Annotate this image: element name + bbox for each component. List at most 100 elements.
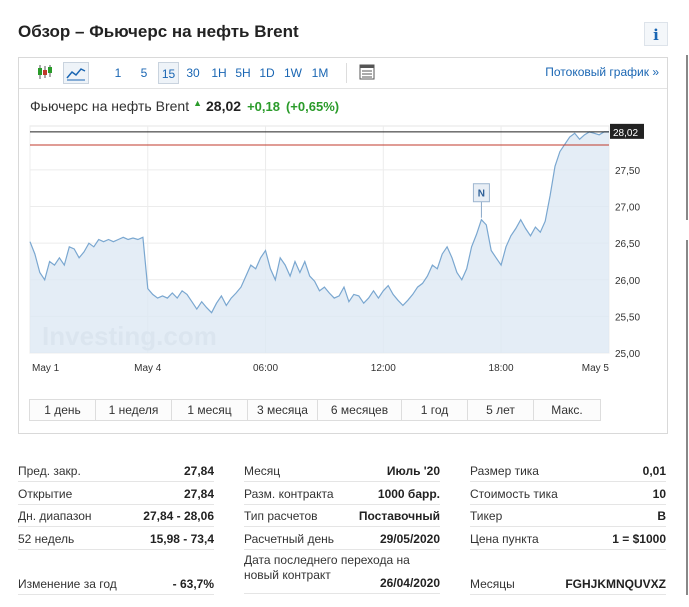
stats-value: 15,98 - 73,4 xyxy=(149,531,214,546)
stats-row: Месяц Июль '20 xyxy=(244,460,440,482)
stats-row: Разм. контракта 1000 барр. xyxy=(244,483,440,505)
stats-label: Месяц xyxy=(244,464,281,478)
stats-row: 52 недель 15,98 - 73,4 xyxy=(18,528,214,550)
y-tick-label: 26,00 xyxy=(615,276,640,287)
last-price: 28,02 xyxy=(206,98,242,114)
range-button-5[interactable]: 1 год xyxy=(402,400,468,420)
x-tick-label: 18:00 xyxy=(489,363,514,374)
stats-row: Дата последнего перехода на новый контра… xyxy=(244,550,440,594)
range-button-0[interactable]: 1 день xyxy=(30,400,96,420)
stats-label: Открытие xyxy=(18,486,73,501)
range-button-7[interactable]: Макс. xyxy=(534,400,600,420)
stats-row: Расчетный день 29/05/2020 xyxy=(244,528,440,550)
page-title: Обзор – Фьючерс на нефть Brent xyxy=(18,22,299,41)
stats-value: - 63,7% xyxy=(172,576,214,591)
timeframe-15[interactable]: 15 xyxy=(158,62,179,84)
toolbar-separator xyxy=(346,63,347,83)
stats-value: FGHJKMNQUVXZ xyxy=(565,576,666,591)
range-button-6[interactable]: 5 лет xyxy=(468,400,534,420)
stats-row: Открытие 27,84 xyxy=(18,483,214,505)
y-tick-label: 27,00 xyxy=(615,203,640,214)
stats-row xyxy=(18,550,214,572)
range-selector: 1 день 1 неделя 1 месяц 3 месяца 6 месяцев 1 … xyxy=(29,399,601,421)
y-tick-label: 26,50 xyxy=(615,239,640,250)
news-marker-label[interactable]: N xyxy=(478,189,485,200)
timeframe-5[interactable]: 5 xyxy=(140,66,148,80)
x-tick-label: May 4 xyxy=(134,363,162,374)
timeframe-1[interactable]: 1 xyxy=(114,66,122,80)
stats-label: Изменение за год xyxy=(18,576,117,591)
y-tick-label: 25,50 xyxy=(615,312,640,323)
stats-label: Месяцы xyxy=(470,576,515,591)
timeframe-1h[interactable]: 1H xyxy=(211,66,227,80)
stats-label: 52 недель xyxy=(18,531,75,546)
quote-line: Фьючерс на нефть Brent ▲ 28,02 +0,18 (+0,65%… xyxy=(30,98,339,114)
stats-row: Дн. диапазон 27,84 - 28,06 xyxy=(18,505,214,527)
stats-row: Месяцы FGHJKMNQUVXZ xyxy=(470,573,666,595)
streaming-chart-link[interactable]: Потоковый график » xyxy=(545,65,659,79)
page-scrollbar-edge xyxy=(686,55,688,220)
current-price-label: 28,02 xyxy=(613,128,638,139)
y-tick-label: 27,50 xyxy=(615,166,640,177)
stats-row: Размер тика 0,01 xyxy=(470,460,666,482)
stats-row: Цена пункта 1 = $1000 xyxy=(470,528,666,550)
chart-panel: 1 5 15 30 1H 5H 1D 1W 1M Потоковый график » Фьюч… xyxy=(18,57,668,434)
range-button-2[interactable]: 1 месяц xyxy=(172,400,248,420)
candlestick-chart-icon[interactable] xyxy=(34,62,58,84)
range-button-4[interactable]: 6 месяцев xyxy=(318,400,402,420)
price-change: +0,18 xyxy=(247,99,280,114)
stats-value: Поставочный xyxy=(358,509,440,523)
stats-row xyxy=(470,550,666,572)
stats-value: 27,84 xyxy=(183,486,214,501)
x-tick-label: 12:00 xyxy=(371,363,396,374)
price-area-fill xyxy=(30,131,609,353)
stats-value: 0,01 xyxy=(642,464,666,478)
stats-label: Пред. закр. xyxy=(18,464,81,478)
price-chart[interactable]: 25,00 25,50 26,00 26,50 27,00 27,50 May 1 May 4… xyxy=(19,118,667,388)
stats-value: 29/05/2020 xyxy=(379,531,440,546)
timeframe-1m[interactable]: 1M xyxy=(311,66,329,80)
stats-value: 26/04/2020 xyxy=(379,576,440,590)
stats-value: 1000 барр. xyxy=(377,486,440,501)
info-button[interactable]: i xyxy=(644,22,668,46)
y-tick-label: 25,00 xyxy=(615,349,640,360)
instrument-name: Фьючерс на нефть Brent xyxy=(30,98,190,114)
stats-row: Пред. закр. 27,84 xyxy=(18,460,214,482)
current-price-tag xyxy=(610,123,644,139)
stats-row: Стоимость тика 10 xyxy=(470,483,666,505)
stats-row: Изменение за год - 63,7% xyxy=(18,573,214,595)
stats-value: 27,84 xyxy=(183,464,214,478)
up-arrow-icon: ▲ xyxy=(193,98,203,108)
x-tick-label: May 1 xyxy=(32,363,60,374)
news-marker-box[interactable] xyxy=(472,183,490,203)
stats-label: Тип расчетов xyxy=(244,509,318,523)
timeframe-1w[interactable]: 1W xyxy=(284,66,302,80)
x-tick-label: 06:00 xyxy=(253,363,278,374)
stats-label: Дн. диапазон xyxy=(18,509,92,523)
stats-value: 1 = $1000 xyxy=(612,531,666,546)
stats-row: Тикер B xyxy=(470,505,666,527)
range-button-1[interactable]: 1 неделя xyxy=(96,400,172,420)
chart-toolbar: 1 5 15 30 1H 5H 1D 1W 1M Потоковый график » xyxy=(19,58,667,89)
timeframe-30[interactable]: 30 xyxy=(186,66,200,80)
stats-label: Дата последнего перехода на новый контра… xyxy=(244,553,410,582)
price-change-percent: (+0,65%) xyxy=(285,99,340,114)
stats-label: Разм. контракта xyxy=(244,486,334,501)
stats-value: Июль '20 xyxy=(386,464,440,478)
timeframe-1d[interactable]: 1D xyxy=(259,66,275,80)
stats-label: Расчетный день xyxy=(244,531,335,546)
range-button-3[interactable]: 3 месяца xyxy=(248,400,318,420)
stats-value: 10 xyxy=(652,486,666,501)
stats-label: Тикер xyxy=(470,509,503,523)
x-tick-label: May 5 xyxy=(582,363,610,374)
stats-row: Тип расчетов Поставочный xyxy=(244,505,440,527)
table-view-icon[interactable] xyxy=(356,62,380,84)
stats-value: B xyxy=(657,509,666,523)
stats-label: Цена пункта xyxy=(470,531,539,546)
stats-label: Размер тика xyxy=(470,464,539,478)
stats-label: Стоимость тика xyxy=(470,486,558,501)
page-scrollbar-edge-lower xyxy=(686,240,688,595)
timeframe-5h[interactable]: 5H xyxy=(235,66,251,80)
area-chart-icon[interactable] xyxy=(63,62,89,84)
price-line xyxy=(29,131,609,314)
